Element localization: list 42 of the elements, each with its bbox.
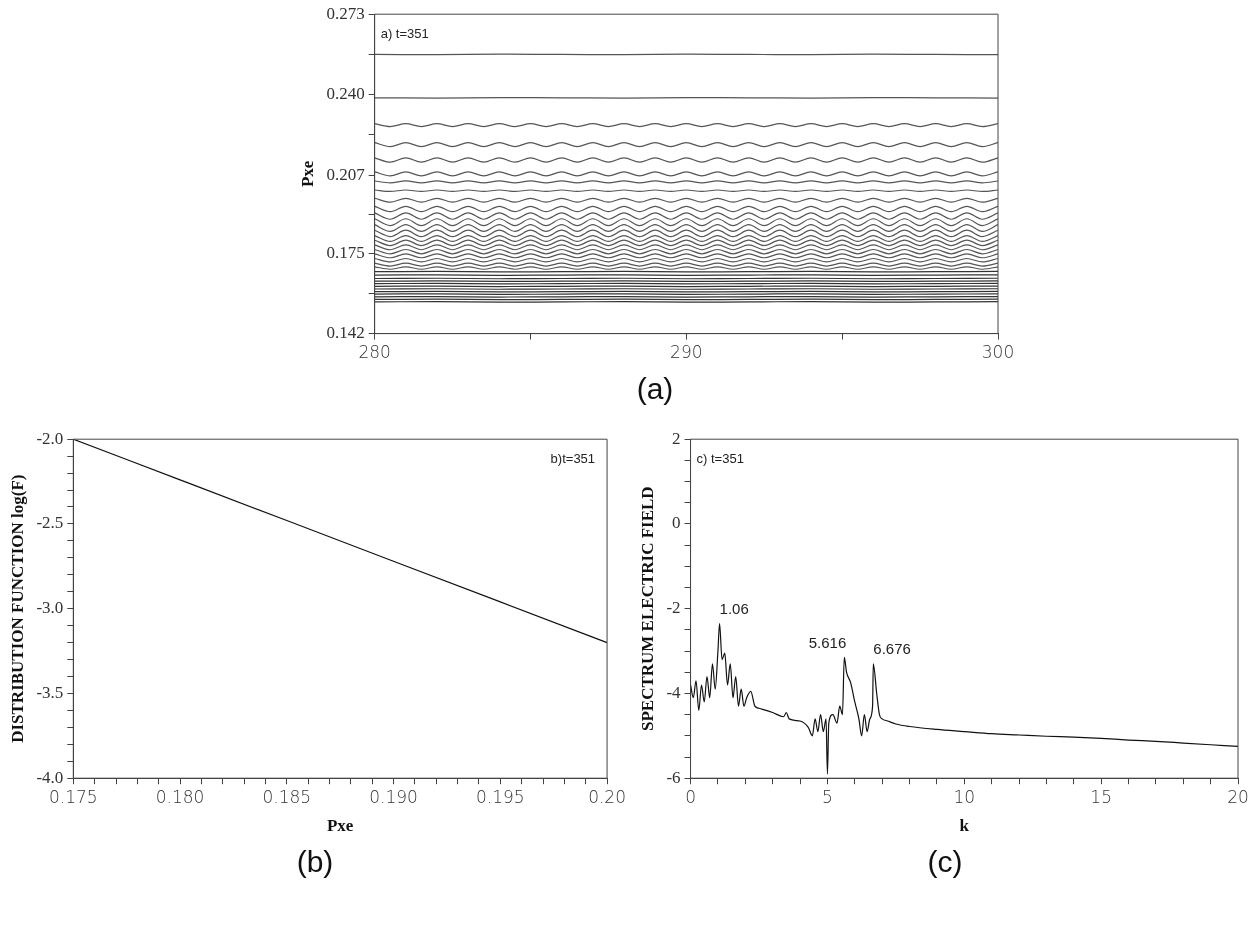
- annotation: a) t=351: [380, 26, 429, 42]
- y-tick-label: 0.240: [326, 84, 365, 104]
- x-tick-label: 290: [670, 342, 703, 363]
- y-tick-label: -6: [666, 767, 681, 787]
- y-tick-label: 2: [672, 428, 681, 448]
- annotation: b)t=351: [550, 451, 596, 467]
- y-tick-label: -3.0: [36, 598, 64, 618]
- y-tick-label: -4.0: [36, 767, 64, 787]
- y-tick-label: -4: [666, 682, 682, 702]
- annotation: 6.676: [873, 640, 911, 658]
- x-axis-title: Pxe: [326, 816, 354, 836]
- y-tick-label: -2: [666, 598, 681, 618]
- x-tick-label: 0: [685, 786, 696, 807]
- y-tick-label: 0.273: [326, 3, 365, 23]
- x-tick-label: 5: [822, 786, 833, 807]
- y-axis-title: DISTRIBUTION FUNCTION log(F): [7, 474, 27, 743]
- y-tick-label: 0.207: [326, 164, 366, 184]
- annotation: 1.06: [719, 600, 749, 618]
- y-tick-label: -2.5: [36, 513, 64, 533]
- text: (b): [295, 845, 335, 879]
- y-tick-label: 0.175: [326, 242, 365, 262]
- x-tick-label: 300: [981, 342, 1015, 363]
- y-tick-label: 0.142: [326, 323, 365, 343]
- text: (a): [635, 372, 675, 406]
- x-axis-title: k: [959, 816, 970, 836]
- x-tick-label: 0.195: [475, 786, 525, 807]
- y-axis-title: SPECTRUM ELECTRIC FIELD: [637, 486, 657, 732]
- y-tick-label: -3.5: [36, 682, 64, 702]
- text: (c): [926, 845, 964, 879]
- y-axis-title: Pxe: [297, 160, 317, 188]
- annotation: 5.616: [808, 634, 847, 652]
- x-tick-label: 280: [358, 342, 391, 363]
- x-tick-label: 20: [1227, 786, 1249, 807]
- x-tick-label: 0.20: [588, 786, 626, 807]
- x-tick-label: 15: [1090, 786, 1112, 807]
- x-tick-label: 0.185: [262, 786, 312, 807]
- y-tick-label: 0: [672, 513, 681, 533]
- annotation: c) t=351: [696, 451, 744, 467]
- y-tick-label: -2.0: [36, 428, 64, 448]
- x-tick-label: 10: [953, 786, 976, 807]
- x-tick-label: 0.180: [155, 786, 205, 807]
- x-tick-label: 0.190: [369, 786, 418, 807]
